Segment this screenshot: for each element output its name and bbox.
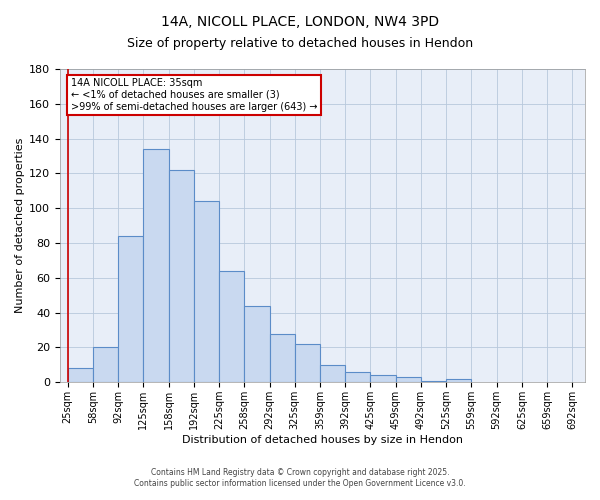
Bar — [295, 344, 320, 383]
Text: 14A, NICOLL PLACE, LONDON, NW4 3PD: 14A, NICOLL PLACE, LONDON, NW4 3PD — [161, 15, 439, 29]
Text: Contains HM Land Registry data © Crown copyright and database right 2025.
Contai: Contains HM Land Registry data © Crown c… — [134, 468, 466, 487]
Text: Size of property relative to detached houses in Hendon: Size of property relative to detached ho… — [127, 38, 473, 51]
Bar — [169, 170, 194, 382]
Bar — [345, 372, 370, 382]
Bar — [68, 368, 93, 382]
Bar — [143, 149, 169, 382]
Bar — [446, 379, 472, 382]
Bar — [396, 377, 421, 382]
Bar — [219, 271, 244, 382]
Bar — [421, 380, 446, 382]
X-axis label: Distribution of detached houses by size in Hendon: Distribution of detached houses by size … — [182, 435, 463, 445]
Text: 14A NICOLL PLACE: 35sqm
← <1% of detached houses are smaller (3)
>99% of semi-de: 14A NICOLL PLACE: 35sqm ← <1% of detache… — [71, 78, 317, 112]
Bar — [370, 376, 396, 382]
Bar — [93, 348, 118, 382]
Bar — [320, 365, 345, 382]
Bar — [118, 236, 143, 382]
Bar — [194, 202, 219, 382]
Bar — [244, 306, 269, 382]
Bar — [269, 334, 295, 382]
Y-axis label: Number of detached properties: Number of detached properties — [15, 138, 25, 314]
